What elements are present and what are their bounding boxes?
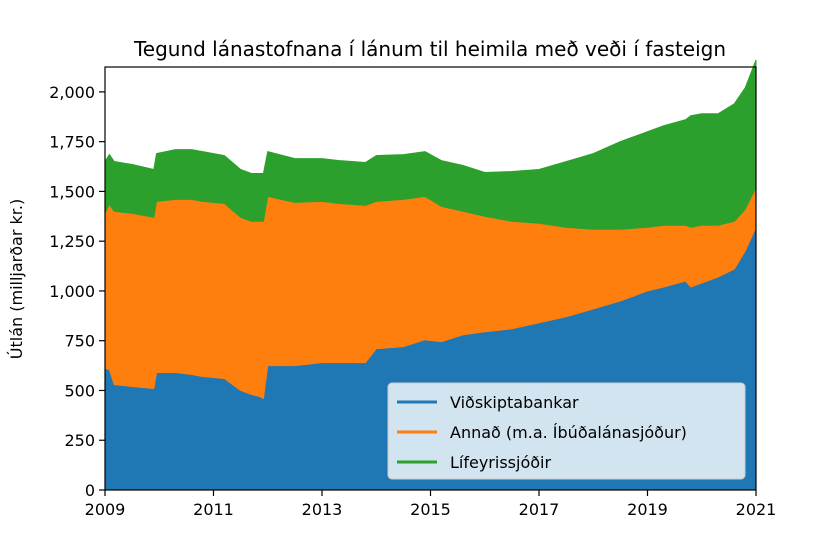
x-tick-label: 2017 — [519, 500, 560, 519]
y-tick-label: 750 — [64, 332, 95, 351]
x-tick-label: 2019 — [627, 500, 668, 519]
y-tick-label: 0 — [85, 481, 95, 500]
y-tick-label: 1,750 — [49, 133, 95, 152]
y-tick-label: 500 — [64, 381, 95, 400]
legend-label-1: Viðskiptabankar — [450, 393, 579, 412]
x-tick-label: 2011 — [193, 500, 234, 519]
x-tick-label: 2009 — [85, 500, 126, 519]
y-axis-label: Útlán (milljarðar kr.) — [7, 199, 26, 359]
chart-title: Tegund lánastofnana í lánum til heimila … — [133, 37, 726, 61]
y-tick-label: 1,000 — [49, 282, 95, 301]
ticks: 2009 2011 2013 2015 2017 2019 2021 0 250 500 750 1,… — [49, 83, 776, 519]
x-tick-label: 2013 — [302, 500, 343, 519]
y-tick-label: 1,250 — [49, 232, 95, 251]
legend: Viðskiptabankar Annað (m.a. Íbúðalánasjóð… — [387, 382, 746, 480]
legend-label-2: Annað (m.a. Íbúðalánasjóður) — [450, 423, 687, 442]
y-tick-label: 250 — [64, 431, 95, 450]
y-tick-label: 1,500 — [49, 182, 95, 201]
legend-box — [387, 382, 746, 480]
legend-label-3: Lífeyrissjóðir — [450, 453, 551, 472]
x-tick-label: 2015 — [410, 500, 451, 519]
x-tick-label: 2021 — [736, 500, 777, 519]
y-tick-label: 2,000 — [49, 83, 95, 102]
